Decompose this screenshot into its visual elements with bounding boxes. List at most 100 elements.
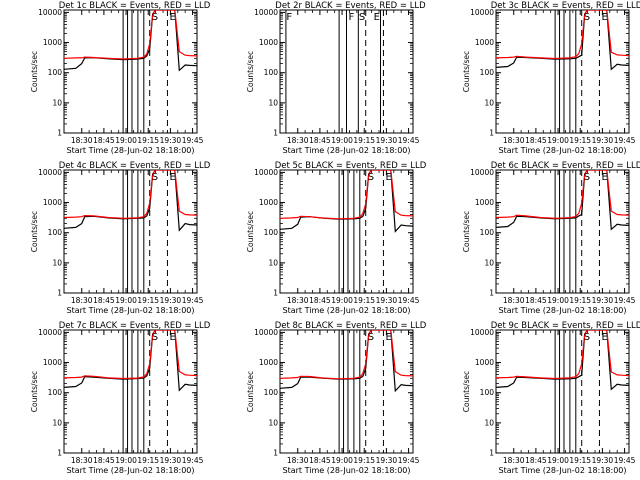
x-tick-label: 19:30 [160, 136, 182, 145]
y-tick-label: 1 [489, 129, 494, 138]
y-tick-label: 1 [273, 129, 278, 138]
y-tick-label: 1 [273, 449, 278, 458]
x-tick-label: 18:30 [287, 456, 309, 465]
detector-panel-7: Det 7c BLACK = Events, RED = LLD 1 10 100 10… [30, 321, 211, 475]
y-tick-label: 1000 [43, 38, 62, 47]
x-tick-label: 19:30 [376, 136, 398, 145]
y-axis-title: Counts/sec [246, 371, 255, 412]
y-tick-label: 10 [268, 418, 278, 427]
y-axis-title: Counts/sec [462, 371, 471, 412]
y-tick-label: 10000 [470, 328, 494, 337]
detector-panel-8: Det 8c BLACK = Events, RED = LLD 1 10 100 10… [246, 321, 427, 475]
flag-label: E [601, 332, 607, 343]
y-axis-title: Counts/sec [462, 51, 471, 92]
y-tick-label: 10000 [38, 328, 62, 337]
x-tick-label: 19:30 [592, 296, 614, 305]
x-tick-label: 18:30 [71, 296, 93, 305]
detector-panel-4: Det 4c BLACK = Events, RED = LLD 1 10 100 10… [30, 161, 211, 315]
y-tick-label: 10 [268, 98, 278, 107]
y-tick-label: 1000 [259, 198, 278, 207]
y-tick-label: 10 [52, 98, 62, 107]
x-tick-label: 18:45 [309, 136, 331, 145]
y-tick-label: 10 [484, 98, 494, 107]
y-tick-label: 1 [57, 129, 62, 138]
x-tick-label: 18:45 [525, 456, 547, 465]
plot-frame [495, 329, 630, 454]
series-line-lld [496, 170, 629, 219]
detector-panel-1: Det 1c BLACK = Events, RED = LLD 1 10 100 10… [30, 1, 211, 155]
y-tick-label: 1 [57, 289, 62, 298]
series-line-lld [64, 330, 197, 380]
detector-panel-5: Det 5c BLACK = Events, RED = LLD 1 10 100 10… [246, 161, 427, 315]
x-tick-label: 19:15 [353, 456, 375, 465]
x-tick-label: 19:00 [115, 136, 137, 145]
plot-frame [63, 329, 198, 454]
plot-frame [279, 329, 414, 454]
series-line-lld [64, 170, 197, 219]
x-tick-label: 19:45 [182, 456, 204, 465]
plot-area [285, 10, 384, 133]
series-line-lld [280, 170, 413, 220]
y-tick-label: 10000 [38, 8, 62, 17]
plot-area [496, 170, 629, 293]
y-tick-label: 10000 [38, 168, 62, 177]
x-axis-title: Start Time (28-Jun-02 18:18:00) [499, 146, 627, 155]
flag-label: F [349, 12, 355, 23]
y-tick-label: 10000 [470, 168, 494, 177]
x-axis-title: Start Time (28-Jun-02 18:18:00) [283, 466, 411, 475]
panel-title: Det 6c BLACK = Events, RED = LLD [491, 161, 640, 171]
flag-label: S [152, 172, 158, 183]
x-tick-label: 19:45 [182, 136, 204, 145]
flag-label: E [374, 12, 380, 23]
y-axis-title: Counts/sec [246, 211, 255, 252]
flag-label: E [169, 332, 175, 343]
y-tick-label: 1 [57, 449, 62, 458]
x-tick-label: 19:45 [398, 136, 420, 145]
plot-frame [279, 169, 414, 294]
plot-area [64, 10, 197, 133]
x-axis-title: Start Time (28-Jun-02 18:18:00) [67, 466, 195, 475]
x-tick-label: 19:30 [160, 456, 182, 465]
y-tick-label: 100 [480, 228, 495, 237]
detector-panel-9: Det 9c BLACK = Events, RED = LLD 1 10 100 10… [462, 321, 640, 475]
x-tick-label: 19:45 [614, 456, 636, 465]
x-tick-label: 18:30 [71, 456, 93, 465]
x-tick-label: 19:15 [569, 456, 591, 465]
y-tick-label: 100 [264, 228, 279, 237]
flag-label: S [152, 12, 158, 23]
flag-label: E [601, 172, 607, 183]
plot-frame [495, 169, 630, 294]
plot-frame [63, 9, 198, 134]
y-tick-label: 100 [480, 388, 495, 397]
y-tick-label: 100 [48, 68, 63, 77]
flag-label: E [601, 12, 607, 23]
series-line-lld [496, 10, 629, 60]
plot-area [496, 330, 629, 453]
panel-title: Det 9c BLACK = Events, RED = LLD [491, 321, 640, 331]
flag-label: S [584, 172, 590, 183]
x-tick-label: 18:45 [93, 296, 115, 305]
x-axis-title: Start Time (28-Jun-02 18:18:00) [283, 146, 411, 155]
x-tick-label: 19:15 [569, 296, 591, 305]
x-tick-label: 19:15 [353, 296, 375, 305]
y-axis-title: Counts/sec [246, 51, 255, 92]
flag-label: E [169, 172, 175, 183]
series-line-events [496, 170, 629, 231]
y-tick-label: 100 [48, 228, 63, 237]
x-tick-label: 18:30 [287, 136, 309, 145]
y-tick-label: 10 [268, 258, 278, 267]
x-tick-label: 19:00 [115, 296, 137, 305]
y-tick-label: 100 [264, 68, 279, 77]
flag-label: S [584, 332, 590, 343]
detector-panel-2: Det 2r BLACK = Events, RED = LLD 1 10 100 10… [246, 1, 426, 155]
y-tick-label: 1000 [259, 38, 278, 47]
y-axis-title: Counts/sec [462, 211, 471, 252]
y-tick-label: 10 [484, 258, 494, 267]
flag-label: S [584, 12, 590, 23]
x-tick-label: 18:45 [309, 456, 331, 465]
x-tick-label: 19:45 [614, 136, 636, 145]
series-line-events [496, 330, 629, 391]
panel-title: Det 3c BLACK = Events, RED = LLD [491, 1, 640, 11]
y-tick-label: 100 [480, 68, 495, 77]
